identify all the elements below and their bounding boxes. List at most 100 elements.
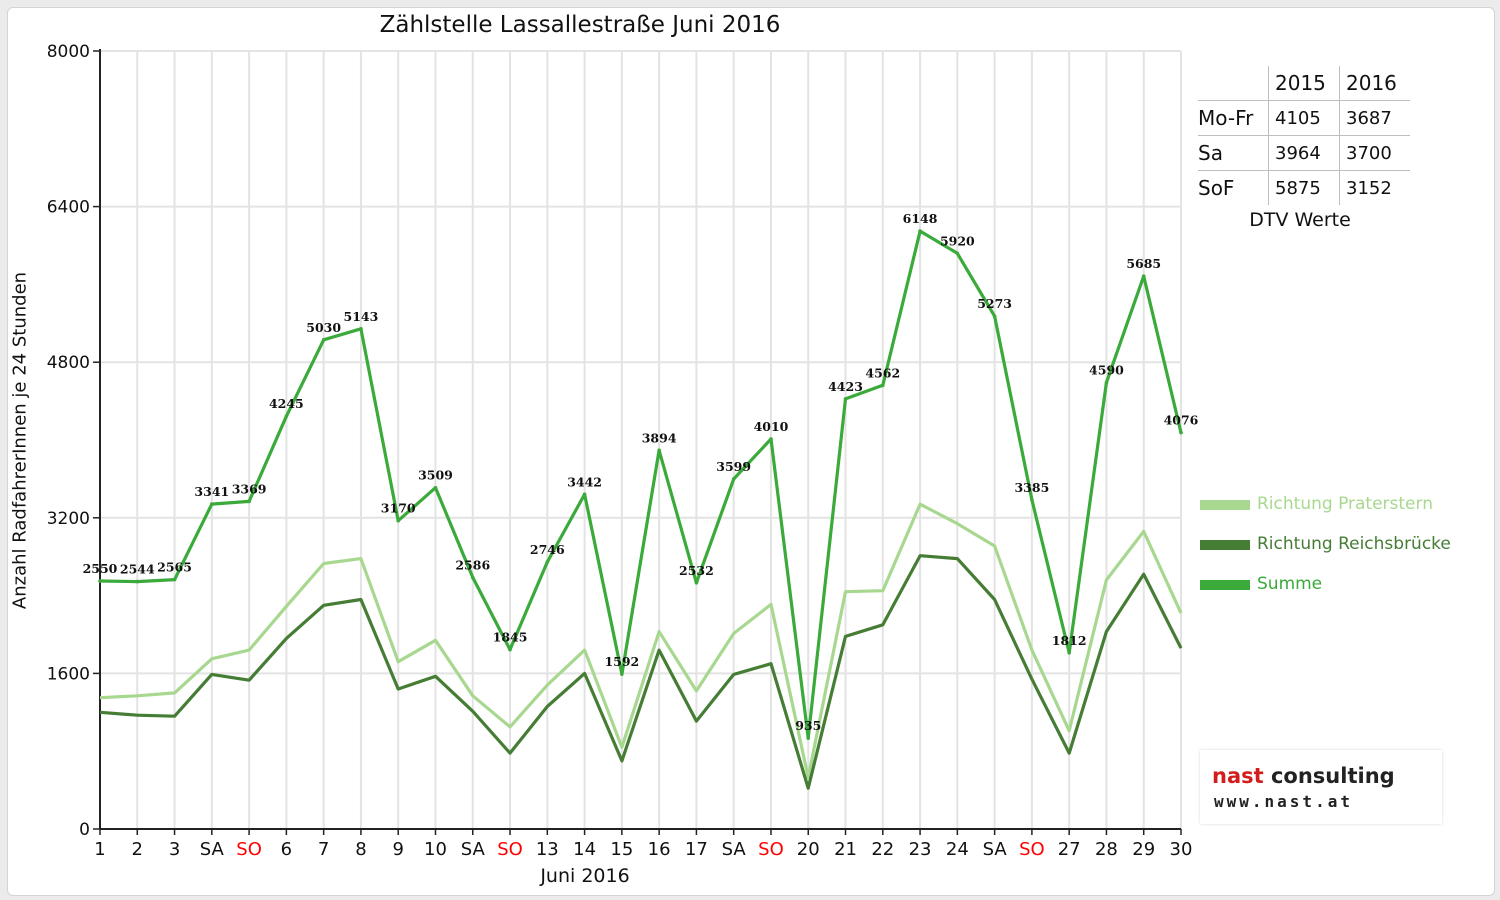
x-tick-label: SO [236, 839, 262, 860]
data-label: 4245 [269, 396, 304, 411]
logo-brand-rest: consulting [1263, 764, 1395, 788]
summe-point [731, 477, 736, 481]
x-tick-label: 9 [392, 839, 403, 860]
x-tick-label: 23 [909, 839, 932, 860]
legend-label-summe: Summe [1257, 574, 1323, 594]
x-tick-label: SO [758, 839, 784, 860]
data-label: 2746 [530, 542, 565, 557]
summe-point [955, 251, 960, 256]
data-label: 3894 [642, 430, 677, 445]
data-label: 6148 [903, 211, 938, 226]
dtv-row-label: SoF [1198, 170, 1269, 205]
logo-brand: nast [1212, 764, 1264, 788]
dtv-row-mofr: Mo-Fr 4105 3687 [1198, 100, 1410, 136]
x-tick-label: 27 [1058, 839, 1081, 860]
x-tick-label: 22 [871, 839, 894, 860]
dtv-cell-2016: 3687 [1339, 100, 1410, 136]
data-label: 5685 [1126, 256, 1161, 271]
data-label: 3341 [194, 484, 229, 499]
x-tick-label: 6 [281, 839, 292, 860]
y-tick-label: 1600 [47, 664, 90, 684]
legend-swatch-reichsbruecke [1200, 540, 1250, 550]
data-label: 4562 [865, 365, 900, 380]
series-line-praterstern [99, 502, 1183, 780]
legend-label-reichsbruecke: Richtung Reichsbrücke [1257, 534, 1451, 554]
x-tick-label: 7 [318, 839, 329, 860]
summe-point [769, 437, 773, 441]
x-tick-label: 20 [797, 839, 820, 860]
x-tick-label: SA [983, 839, 1008, 860]
x-tick-label: 3 [169, 839, 180, 860]
summe-point [284, 414, 289, 418]
dtv-cell-2016: 3700 [1339, 135, 1410, 171]
x-tick-label: 10 [424, 839, 447, 860]
summe-point [620, 672, 624, 676]
x-tick-label: SO [1019, 839, 1045, 860]
data-label: 4076 [1164, 413, 1199, 428]
x-tick-label: SA [200, 839, 225, 860]
summe-point [396, 518, 401, 523]
x-tick-label: 29 [1132, 839, 1155, 860]
summe-point [359, 327, 363, 331]
data-label: 3369 [232, 481, 267, 496]
summe-point [433, 485, 438, 490]
summe-point [508, 647, 512, 652]
legend-swatch-summe [1200, 580, 1250, 590]
summe-point [247, 499, 251, 504]
summe-point [918, 229, 922, 233]
x-tick-label: 2 [132, 839, 143, 860]
company-logo: nast consulting www.nast.at [1200, 750, 1442, 824]
dtv-row-sa: Sa 3964 3700 [1198, 135, 1410, 171]
summe-point [321, 338, 326, 342]
y-tick-label: 0 [79, 820, 90, 840]
summe-point [1104, 380, 1109, 385]
summe-point [135, 579, 140, 584]
summe-point [806, 736, 811, 740]
data-label: 5273 [977, 296, 1012, 311]
data-label: 3385 [1014, 480, 1049, 495]
data-label: 2550 [83, 561, 118, 576]
dtv-caption: DTV Werte [1249, 209, 1351, 231]
summe-point [1067, 650, 1071, 655]
data-label: 5920 [940, 233, 975, 248]
x-tick-label: 24 [946, 839, 969, 860]
data-label: 4423 [828, 379, 863, 394]
series-line-reichsbruecke [99, 554, 1183, 790]
dtv-cell-2016: 3152 [1339, 170, 1410, 205]
series-line-summe [99, 229, 1183, 740]
data-label: 5143 [344, 309, 379, 324]
summe-point [545, 560, 550, 564]
dtv-row-label: Mo-Fr [1198, 100, 1269, 136]
data-label: 3442 [567, 474, 602, 489]
dtv-cell-2015: 3964 [1268, 135, 1340, 171]
data-label: 935 [795, 718, 821, 733]
summe-point [470, 575, 475, 580]
x-tick-label: 14 [573, 839, 596, 860]
dtv-header-empty [1198, 66, 1269, 101]
data-label: 2565 [157, 560, 192, 575]
data-label: 3599 [716, 459, 751, 474]
data-label: 1592 [604, 654, 639, 669]
data-label: 5030 [306, 320, 341, 335]
data-label: 4010 [754, 419, 789, 434]
summe-point [880, 383, 885, 388]
x-tick-label: 30 [1170, 839, 1193, 860]
x-tick-label: 16 [648, 839, 671, 860]
x-tick-label: 15 [610, 839, 633, 860]
dtv-row-label: Sa [1198, 135, 1269, 171]
x-tick-label: SO [497, 839, 523, 860]
dtv-cell-2015: 5875 [1268, 170, 1340, 205]
x-tick-label: 28 [1095, 839, 1118, 860]
summe-point [1030, 498, 1034, 502]
summe-point [1179, 430, 1183, 435]
data-label: 2532 [679, 563, 714, 578]
y-tick-label: 8000 [47, 42, 90, 62]
x-tick-label: 13 [536, 839, 559, 860]
data-label: 2544 [120, 562, 155, 577]
y-tick-label: 4800 [47, 353, 90, 373]
summe-point [657, 448, 661, 453]
summe-point [172, 577, 177, 582]
summe-point [98, 579, 102, 583]
x-axis-title: Juni 2016 [540, 865, 630, 887]
